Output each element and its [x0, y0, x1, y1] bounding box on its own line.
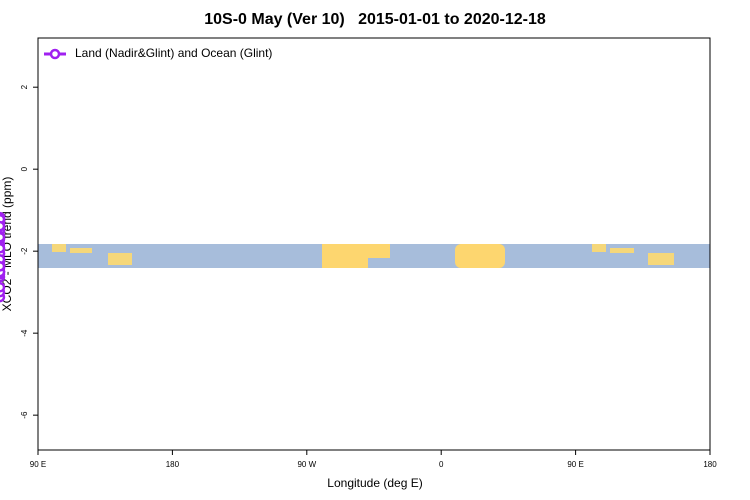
- legend-marker: [49, 48, 61, 60]
- plot-frame: [37, 37, 711, 451]
- x-tick-label: 180: [166, 460, 180, 469]
- map-background: [38, 244, 710, 268]
- y-tick-label: 0: [20, 166, 29, 171]
- legend-label: Land (Nadir&Glint) and Ocean (Glint): [75, 46, 272, 60]
- data-point: [0, 243, 6, 254]
- data-point: [0, 261, 6, 272]
- x-tick-label: 90 W: [297, 460, 316, 469]
- data-point: [0, 282, 6, 293]
- data-point: [0, 220, 6, 232]
- y-tick-label: -6: [20, 411, 29, 419]
- y-tick-label: 2: [20, 84, 29, 89]
- x-axis-label: Longitude (deg E): [327, 476, 422, 490]
- x-tick-label: 180: [703, 460, 717, 469]
- x-tick-label: 90 E: [30, 460, 46, 469]
- data-point: [0, 231, 6, 243]
- y-tick-label: -4: [20, 329, 29, 337]
- x-tick-label: 0: [439, 460, 444, 469]
- y-tick-label: -2: [20, 247, 29, 255]
- chart-title: 10S-0 May (Ver 10) 2015-01-01 to 2020-12…: [204, 11, 546, 28]
- x-tick-label: 90 E: [567, 460, 583, 469]
